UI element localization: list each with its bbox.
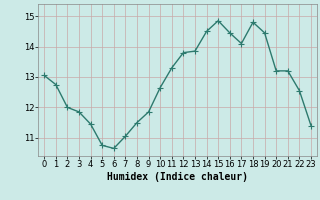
X-axis label: Humidex (Indice chaleur): Humidex (Indice chaleur) [107, 172, 248, 182]
